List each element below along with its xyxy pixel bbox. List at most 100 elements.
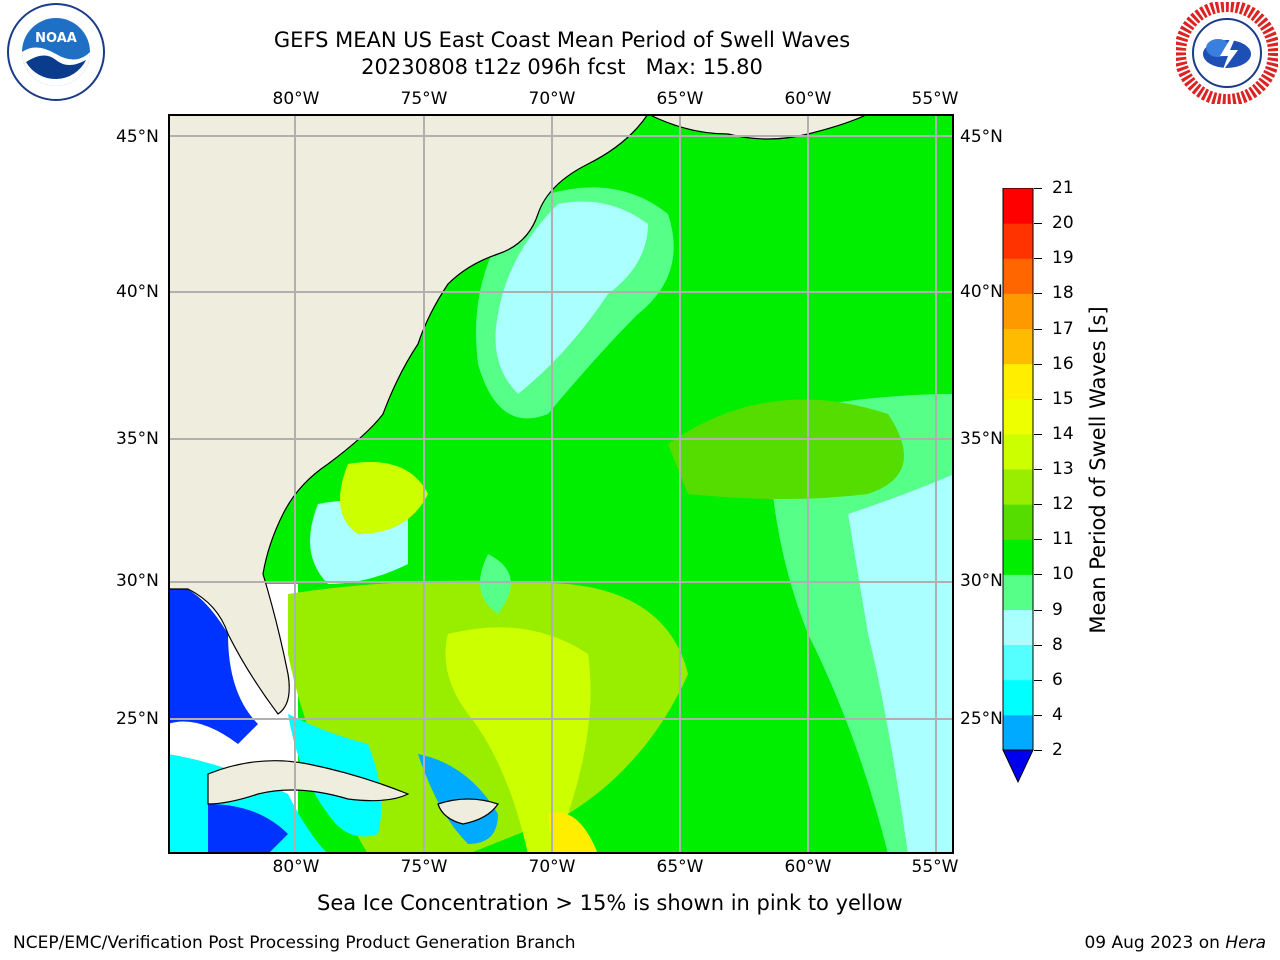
colorbar-tick-mark (1034, 714, 1042, 716)
colorbar-tick-label: 18 (1052, 283, 1074, 304)
colorbar-tick-label: 4 (1052, 704, 1063, 725)
colorbar-tick-label: 15 (1052, 388, 1074, 409)
hispaniola-land (437, 798, 499, 825)
colorbar-tick-label: 9 (1052, 599, 1063, 620)
colorbar-label: Mean Period of Swell Waves [s] (1086, 306, 1110, 634)
colorbar-tick-label: 8 (1052, 634, 1063, 655)
colorbar-tick-mark (1034, 433, 1042, 435)
field-2-4-gulf (168, 584, 258, 744)
cuba-land (207, 760, 410, 805)
lon-label-bottom: 65°W (656, 857, 704, 877)
colorbar-tick-label: 13 (1052, 459, 1074, 479)
colorbar-tick-mark (1034, 188, 1042, 189)
colorbar-segment (1003, 539, 1033, 575)
credit-text: NCEP/EMC/Verification Post Processing Pr… (13, 933, 576, 953)
field-9-10-mid (480, 554, 511, 614)
lat-label-left: 45°N (116, 127, 159, 147)
date-text: 09 Aug 2023 on Hera (1084, 933, 1266, 953)
colorbar-tick-mark (1034, 328, 1042, 330)
lon-label-top: 60°W (784, 89, 832, 109)
colorbar-segment (1003, 328, 1033, 365)
colorbar-segment (1003, 223, 1033, 259)
field-2-4-caribbean (208, 804, 288, 854)
lat-label-right: 45°N (960, 127, 1003, 147)
colorbar-segment (1003, 293, 1033, 329)
colorbar-extend-arrow (1002, 749, 1034, 784)
lat-label-left: 40°N (116, 282, 159, 302)
field-11-12-central (668, 399, 904, 499)
colorbar (1002, 188, 1034, 784)
lon-label-bottom: 55°W (911, 857, 959, 877)
colorbar-tick-label: 17 (1052, 318, 1074, 339)
lon-label-top: 65°W (656, 89, 704, 109)
map-frame (168, 114, 954, 854)
host-name: Hera (1225, 933, 1266, 953)
colorbar-tick-mark (1034, 574, 1042, 576)
colorbar-tick-label: 19 (1052, 248, 1074, 269)
lat-label-right: 40°N (960, 282, 1003, 302)
colorbar-segment (1003, 504, 1033, 540)
colorbar-frame (1002, 188, 1034, 751)
colorbar-segment (1003, 363, 1033, 400)
lon-label-top: 75°W (400, 89, 448, 109)
colorbar-tick-label: 14 (1052, 423, 1074, 444)
svg-text:NOAA: NOAA (35, 31, 77, 46)
field-8-9-north (495, 201, 648, 394)
noaa-logo: NOAA (7, 3, 105, 101)
colorbar-segment (1003, 644, 1033, 681)
north-america-land (168, 114, 649, 715)
colorbar-segment (1003, 574, 1033, 610)
lat-label-left: 35°N (116, 429, 159, 449)
colorbar-tick-label: 20 (1052, 213, 1074, 234)
colorbar-segment (1003, 433, 1033, 470)
lon-label-top: 55°W (911, 89, 959, 109)
colorbar-tick-label: 16 (1052, 353, 1074, 374)
colorbar-tick-label: 2 (1052, 740, 1063, 760)
colorbar-tick-mark (1034, 223, 1042, 225)
lon-label-bottom: 80°W (272, 857, 320, 877)
nws-logo (1176, 2, 1278, 104)
colorbar-tick-mark (1034, 363, 1042, 365)
colorbar-tick-label: 11 (1052, 529, 1074, 550)
map-title: GEFS MEAN US East Coast Mean Period of S… (273, 28, 851, 52)
sea-ice-footnote-text: Sea Ice Concentration > 15% is shown in … (317, 891, 903, 915)
lon-label-bottom: 75°W (400, 857, 448, 877)
field-12-13-carolina (340, 462, 428, 534)
map-subtitle: 20230808 t12z 096h fcst Max: 15.80 (361, 55, 763, 79)
lon-label-bottom: 60°W (784, 857, 832, 877)
nova-scotia-land (647, 114, 869, 140)
lat-label-right: 35°N (960, 429, 1003, 449)
colorbar-segment (1003, 679, 1033, 716)
field-8-9-east (848, 474, 954, 854)
colorbar-tick-mark (1034, 469, 1042, 470)
graticule (168, 114, 954, 854)
colorbar-segment (1003, 609, 1033, 646)
colorbar-segment (1003, 258, 1033, 294)
colorbar-tick-mark (1034, 504, 1042, 506)
colorbar-tick-label: 12 (1052, 494, 1074, 515)
colorbar-tick-mark (1034, 644, 1042, 646)
lon-label-top: 80°W (272, 89, 320, 109)
colorbar-tick-mark (1034, 609, 1042, 611)
colorbar-tick-label: 10 (1052, 564, 1074, 585)
swell-period-map (168, 114, 954, 854)
colorbar-segment (1003, 188, 1033, 224)
lon-label-top: 70°W (528, 89, 576, 109)
date-value: 09 Aug 2023 on (1084, 933, 1226, 953)
colorbar-tick-label: 21 (1052, 178, 1074, 198)
lat-label-left: 25°N (116, 709, 159, 729)
colorbar-tick-label: 6 (1052, 669, 1063, 690)
colorbar-tick-mark (1034, 293, 1042, 295)
field-13-14-south (445, 627, 591, 854)
colorbar-tick-mark (1034, 750, 1042, 751)
field-15-16-south (548, 812, 598, 854)
lat-label-right: 25°N (960, 709, 1003, 729)
colorbar-segment (1003, 714, 1033, 751)
colorbar-segment (1003, 398, 1033, 435)
colorbar-tick-mark (1034, 679, 1042, 681)
colorbar-tick-mark (1034, 398, 1042, 400)
colorbar-segment (1003, 469, 1033, 505)
lat-label-right: 30°N (960, 571, 1003, 591)
colorbar-tick-mark (1034, 258, 1042, 260)
lat-label-left: 30°N (116, 571, 159, 591)
